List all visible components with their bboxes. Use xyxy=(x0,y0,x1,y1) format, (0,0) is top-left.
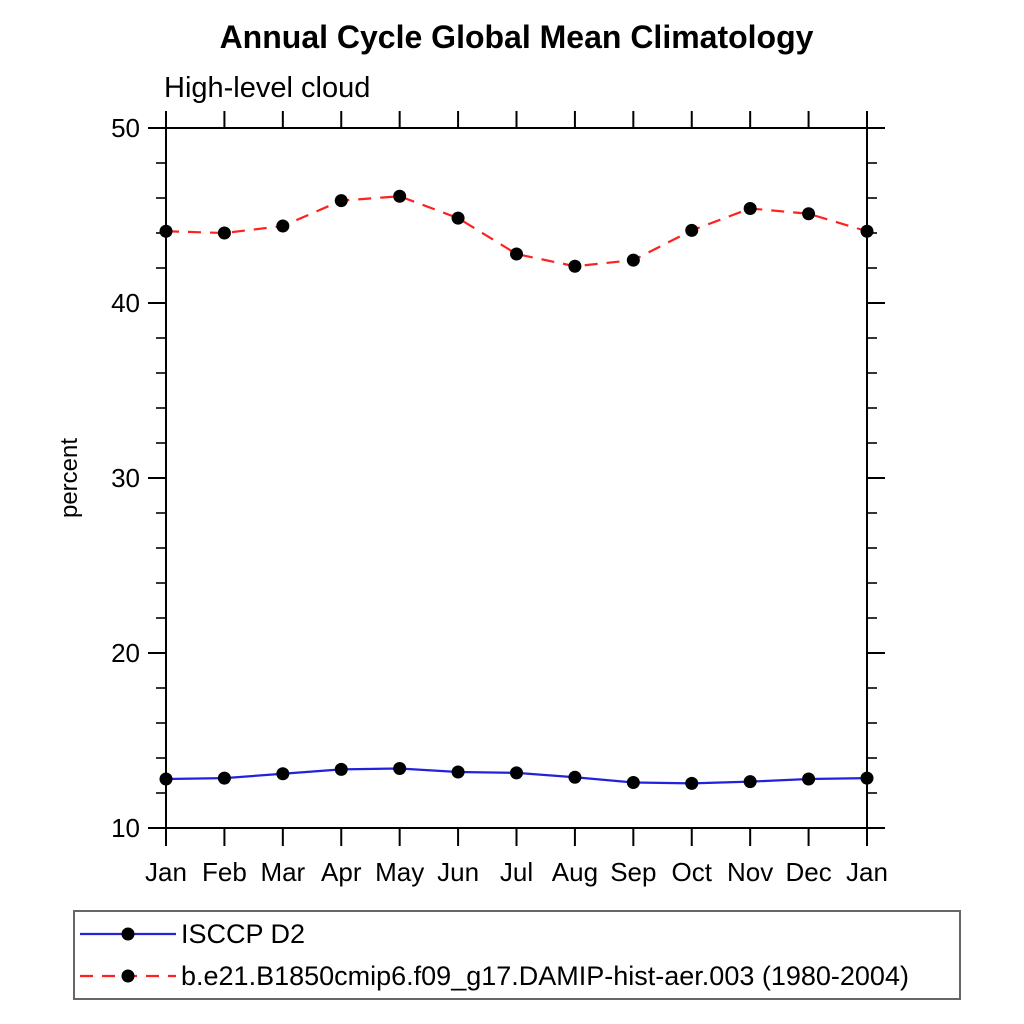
data-point-marker xyxy=(393,762,407,775)
legend-marker-icon xyxy=(121,927,135,941)
x-tick-label: Feb xyxy=(202,857,247,887)
data-point-marker xyxy=(159,224,173,238)
axis-frame xyxy=(165,127,868,829)
legend-label: ISCCP D2 xyxy=(181,918,306,949)
x-tick-label: Mar xyxy=(260,857,305,887)
x-tick-label: Sep xyxy=(610,857,656,887)
data-point-marker xyxy=(743,775,757,789)
x-tick-label: Aug xyxy=(552,857,598,887)
y-tick-label: 10 xyxy=(111,813,140,843)
chart-subtitle: High-level cloud xyxy=(164,72,371,104)
data-point-marker xyxy=(393,189,407,203)
legend-label: b.e21.B1850cmip6.f09_g17.DAMIP-hist-aer.… xyxy=(181,960,909,991)
data-point-marker xyxy=(276,219,290,233)
x-tick-label: Oct xyxy=(672,857,713,887)
x-tick-label: Jul xyxy=(500,857,533,887)
data-point-marker xyxy=(451,211,465,225)
y-tick-label: 30 xyxy=(111,463,140,493)
data-point-marker xyxy=(159,772,173,786)
x-tick-label: Jan xyxy=(846,857,888,887)
data-point-marker xyxy=(451,765,465,779)
y-tick-label: 20 xyxy=(111,638,140,668)
x-tick-label: Dec xyxy=(785,857,831,887)
data-point-marker xyxy=(802,207,816,221)
x-tick-label: Nov xyxy=(727,857,773,887)
data-point-marker xyxy=(568,770,582,784)
x-tick-label: Jun xyxy=(437,857,479,887)
data-point-marker xyxy=(510,766,523,780)
data-point-marker xyxy=(626,776,640,789)
legend-marker-icon xyxy=(121,969,135,983)
data-point-marker xyxy=(685,776,699,790)
y-tick-label: 50 xyxy=(111,113,140,143)
data-point-marker xyxy=(860,224,874,238)
data-point-marker xyxy=(685,223,699,237)
data-point-marker xyxy=(217,771,231,785)
data-point-marker xyxy=(510,247,523,261)
chart-title: Annual Cycle Global Mean Climatology xyxy=(219,19,814,55)
data-point-marker xyxy=(217,226,231,240)
legend-item-model: b.e21.B1850cmip6.f09_g17.DAMIP-hist-aer.… xyxy=(78,956,959,996)
data-point-marker xyxy=(568,259,582,273)
x-tick-label: May xyxy=(375,857,424,887)
x-tick-label: Apr xyxy=(321,857,362,887)
legend-line-sample-dashed-icon xyxy=(80,969,176,983)
data-point-marker xyxy=(860,771,874,785)
legend-item-isccp: ISCCP D2 xyxy=(78,914,959,954)
x-tick-label: Jan xyxy=(145,857,187,887)
legend-box: ISCCP D2 b.e21.B1850cmip6.f09_g17.DAMIP-… xyxy=(73,910,961,1000)
y-tick-label: 40 xyxy=(111,288,140,318)
data-point-marker xyxy=(626,253,640,267)
data-point-marker xyxy=(334,762,348,776)
data-point-marker xyxy=(334,194,348,208)
data-point-marker xyxy=(802,772,816,786)
data-point-marker xyxy=(743,202,757,215)
data-point-marker xyxy=(276,767,290,781)
legend-line-sample-solid-icon xyxy=(80,927,176,941)
